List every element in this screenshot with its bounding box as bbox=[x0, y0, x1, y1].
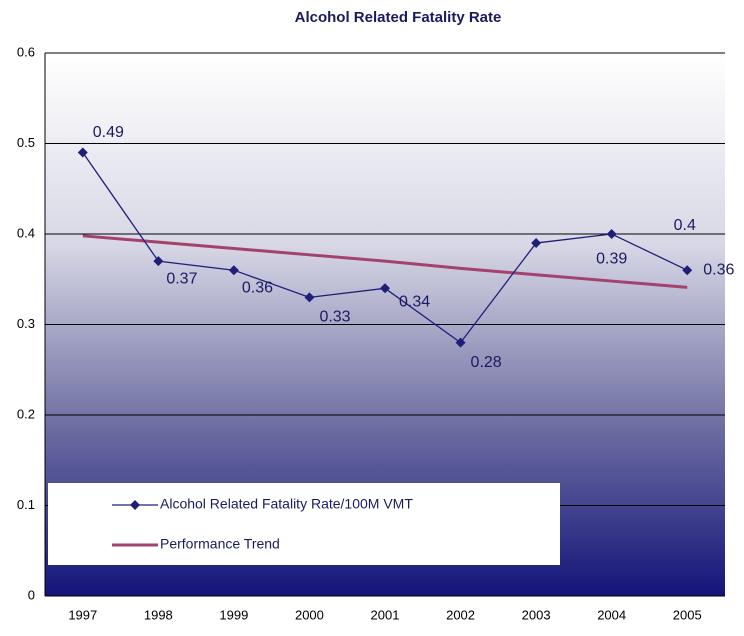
y-tick-label: 0.5 bbox=[17, 135, 35, 150]
marker bbox=[455, 337, 466, 348]
y-tick-label: 0 bbox=[28, 587, 35, 602]
y-tick-label: 0.4 bbox=[17, 225, 35, 240]
legend-label: Alcohol Related Fatality Rate/100M VMT bbox=[160, 496, 413, 512]
data-label: 0.39 bbox=[596, 250, 627, 267]
x-tick-label: 2001 bbox=[371, 607, 400, 622]
marker bbox=[606, 229, 617, 239]
x-tick-label: 2005 bbox=[673, 607, 702, 622]
legend bbox=[48, 483, 560, 565]
x-tick-label: 2002 bbox=[446, 607, 475, 622]
x-tick-label: 2004 bbox=[597, 607, 626, 622]
x-tick-label: 1998 bbox=[144, 607, 173, 622]
marker bbox=[531, 238, 542, 249]
legend-label: Performance Trend bbox=[160, 536, 280, 552]
data-label: 0.49 bbox=[93, 124, 124, 141]
marker bbox=[304, 292, 315, 303]
marker bbox=[77, 147, 88, 158]
marker bbox=[380, 283, 390, 294]
data-label: 0.36 bbox=[242, 279, 273, 296]
data-label: 0.28 bbox=[471, 354, 502, 371]
marker bbox=[682, 265, 693, 276]
marker bbox=[228, 265, 239, 276]
x-tick-label: 2000 bbox=[295, 607, 324, 622]
y-tick-label: 0.3 bbox=[17, 316, 35, 331]
y-tick-label: 0.1 bbox=[17, 497, 35, 512]
x-tick-label: 1997 bbox=[68, 607, 97, 622]
marker bbox=[153, 256, 164, 267]
data-label: 0.36 bbox=[703, 261, 734, 278]
chart-title: Alcohol Related Fatality Rate bbox=[295, 9, 502, 26]
data-label: 0.33 bbox=[319, 309, 350, 326]
x-tick-label: 2003 bbox=[522, 607, 551, 622]
data-label: 0.37 bbox=[166, 270, 197, 287]
y-tick-label: 0.6 bbox=[17, 44, 35, 59]
x-tick-label: 1999 bbox=[219, 607, 248, 622]
legend-marker bbox=[130, 500, 140, 510]
data-label: 0.34 bbox=[399, 294, 430, 311]
y-tick-label: 0.2 bbox=[17, 406, 35, 421]
series-line bbox=[82, 234, 688, 289]
data-label: 0.4 bbox=[674, 217, 696, 234]
